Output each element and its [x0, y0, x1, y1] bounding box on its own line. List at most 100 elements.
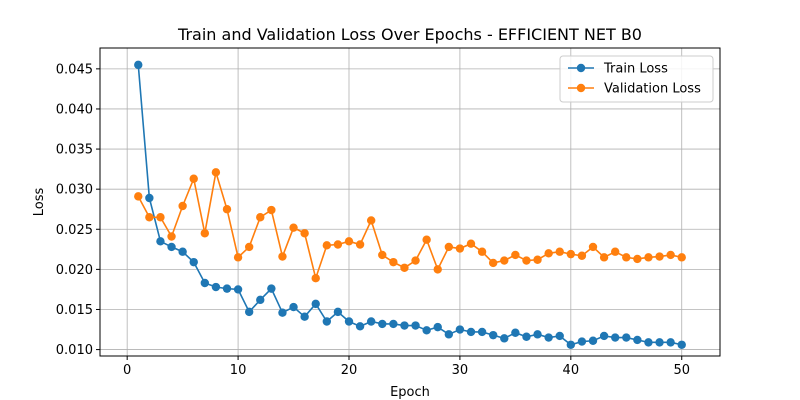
data-point-validation-loss [544, 249, 553, 258]
data-point-train-loss [134, 60, 143, 70]
y-tick-label: 0.030 [56, 183, 93, 198]
data-point-validation-loss [588, 242, 598, 252]
data-point-validation-loss [333, 240, 343, 249]
data-point-train-loss [477, 327, 487, 337]
data-point-train-loss [500, 334, 509, 343]
data-point-validation-loss [167, 232, 176, 241]
data-point-train-loss [389, 319, 398, 329]
legend-label: Validation Loss [604, 82, 701, 97]
data-point-train-loss [522, 332, 531, 341]
data-point-validation-loss [655, 252, 664, 261]
x-tick-label: 0 [123, 363, 131, 378]
chart-title: Train and Validation Loss Over Epochs - … [177, 25, 642, 44]
data-point-train-loss [355, 322, 365, 331]
data-point-train-loss [622, 333, 631, 342]
data-point-train-loss [544, 333, 553, 342]
data-point-validation-loss [622, 253, 631, 262]
legend-box [559, 55, 714, 103]
data-point-train-loss [444, 330, 454, 339]
data-point-validation-loss [577, 251, 587, 260]
x-tick-label: 50 [673, 363, 690, 378]
data-point-train-loss [599, 331, 609, 341]
data-point-validation-loss [444, 242, 454, 252]
series-line-validation-loss [137, 172, 682, 282]
data-point-validation-loss [189, 174, 198, 183]
data-point-train-loss [400, 321, 409, 330]
legend-item-train-loss: Train Loss [568, 62, 668, 77]
y-tick-label: 0.020 [56, 263, 93, 278]
data-point-train-loss [244, 307, 254, 317]
data-point-train-loss [666, 338, 675, 347]
legend-swatch-marker [576, 63, 586, 73]
data-point-train-loss [577, 337, 587, 346]
data-point-train-loss [655, 338, 664, 347]
data-point-validation-loss [500, 256, 509, 265]
data-point-validation-loss [389, 257, 398, 267]
data-point-train-loss [677, 340, 686, 349]
data-point-validation-loss [311, 273, 320, 283]
data-point-train-loss [411, 321, 420, 330]
y-tick-label: 0.025 [56, 223, 93, 238]
data-point-validation-loss [488, 258, 498, 268]
data-point-validation-loss [477, 247, 487, 256]
data-point-train-loss [156, 237, 165, 246]
data-point-train-loss [466, 327, 476, 337]
legend-label: Train Loss [603, 62, 668, 77]
data-point-validation-loss [422, 235, 431, 244]
data-point-validation-loss [366, 216, 376, 225]
data-point-train-loss [633, 335, 642, 345]
data-point-train-loss [511, 328, 520, 337]
data-point-train-loss [566, 340, 576, 349]
data-point-train-loss [167, 242, 176, 252]
plot-frame [99, 47, 721, 357]
data-point-validation-loss [411, 256, 420, 265]
x-axis-label: Epoch [390, 385, 430, 400]
data-point-validation-loss [289, 223, 298, 232]
data-point-train-loss [233, 285, 243, 294]
data-point-validation-loss [455, 244, 465, 253]
data-point-validation-loss [267, 205, 276, 215]
data-point-validation-loss [156, 213, 165, 222]
y-tick-label: 0.045 [56, 62, 93, 77]
data-point-train-loss [366, 317, 376, 326]
series-validation-loss [134, 168, 686, 283]
data-point-train-loss [222, 284, 232, 293]
data-point-validation-loss [200, 229, 210, 238]
y-tick-label: 0.040 [56, 102, 93, 117]
data-point-validation-loss [610, 247, 620, 256]
data-point-validation-loss [178, 201, 187, 211]
data-point-validation-loss [211, 168, 221, 177]
data-point-validation-loss [433, 265, 442, 274]
data-point-train-loss [300, 312, 309, 321]
data-point-validation-loss [355, 240, 365, 249]
data-point-validation-loss [533, 255, 542, 264]
data-point-train-loss [178, 247, 187, 256]
data-point-validation-loss [666, 250, 675, 260]
data-point-train-loss [588, 336, 598, 345]
data-point-train-loss [378, 319, 387, 329]
data-point-train-loss [433, 322, 442, 332]
data-point-train-loss [267, 284, 276, 293]
data-point-validation-loss [511, 250, 520, 260]
y-tick-label: 0.015 [56, 303, 93, 318]
data-point-train-loss [278, 308, 287, 317]
data-point-train-loss [610, 333, 620, 342]
data-point-train-loss [555, 331, 564, 341]
legend-swatch-marker [576, 83, 586, 93]
data-point-validation-loss [633, 254, 642, 264]
data-point-validation-loss [644, 253, 653, 262]
data-point-validation-loss [278, 252, 287, 261]
data-point-validation-loss [322, 241, 332, 250]
data-point-validation-loss [522, 256, 531, 265]
data-point-validation-loss [233, 253, 243, 262]
data-point-train-loss [256, 295, 265, 305]
data-point-train-loss [311, 299, 320, 309]
data-point-validation-loss [400, 263, 409, 272]
data-point-validation-loss [466, 239, 476, 248]
data-point-validation-loss [222, 205, 232, 214]
x-tick-label: 30 [452, 363, 469, 378]
legend: Train Loss Validation Loss [559, 55, 714, 103]
data-point-train-loss [455, 325, 465, 334]
series-train-loss [134, 60, 686, 349]
data-point-train-loss [189, 257, 198, 267]
